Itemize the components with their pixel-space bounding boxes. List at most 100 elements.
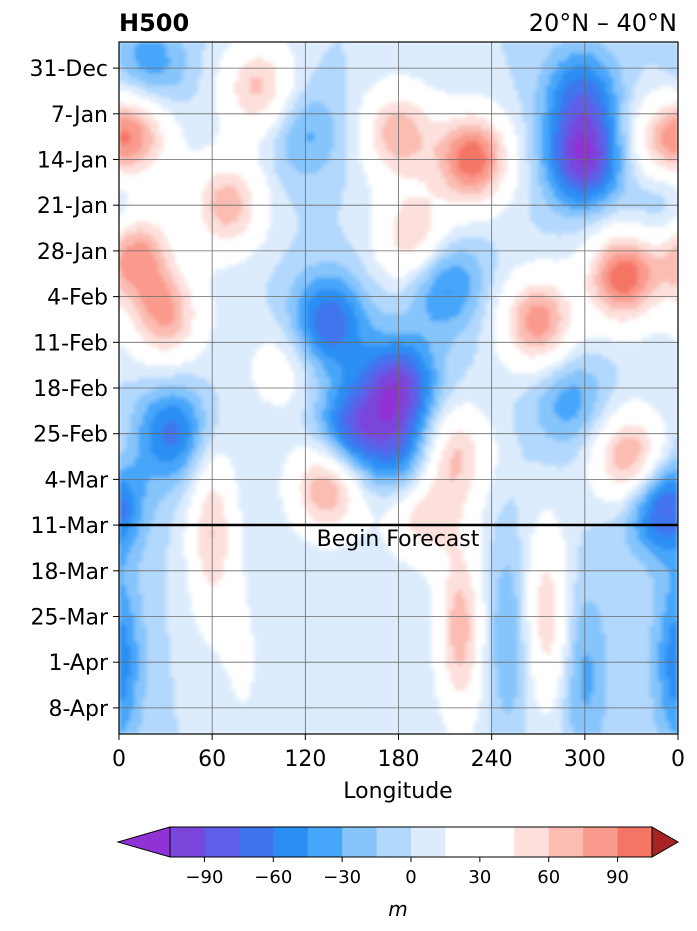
contour-cell (202, 69, 208, 75)
contour-cell (262, 81, 268, 87)
contour-cell (174, 45, 180, 51)
contour-cell (150, 57, 156, 63)
contour-cell (585, 97, 591, 103)
contour-cell (665, 69, 671, 75)
contour-cell (505, 89, 511, 95)
contour-cell (326, 109, 332, 115)
contour-cell (665, 113, 671, 119)
contour-cell (413, 53, 419, 59)
contour-cell (497, 45, 503, 51)
contour-cell (126, 81, 132, 87)
contour-cell (182, 85, 188, 91)
contour-cell (130, 57, 136, 63)
contour-cell (178, 109, 184, 115)
contour-cell (617, 85, 623, 91)
contour-cell (653, 45, 659, 51)
contour-cell (386, 113, 392, 119)
contour-cell (409, 73, 415, 79)
contour-cell (629, 49, 635, 55)
contour-cell (186, 73, 192, 79)
contour-cell (166, 101, 172, 107)
contour-cell (134, 53, 140, 59)
contour-cell (250, 85, 256, 91)
contour-cell (318, 113, 324, 119)
contour-cell (326, 49, 332, 55)
contour-cell (605, 49, 611, 55)
contour-cell (346, 73, 352, 79)
contour-cell (138, 93, 144, 99)
contour-cell (222, 42, 228, 47)
contour-cell (409, 105, 415, 111)
contour-cell (350, 81, 356, 87)
contour-cell (350, 97, 356, 103)
contour-cell (597, 81, 603, 87)
contour-cell (445, 57, 451, 63)
contour-cell (573, 61, 579, 67)
contour-cell (306, 45, 312, 51)
contour-cell (529, 113, 535, 119)
contour-cell (421, 73, 427, 79)
contour-cell (669, 73, 675, 79)
contour-cell (513, 101, 519, 107)
contour-cell (346, 69, 352, 75)
contour-cell (549, 85, 555, 91)
contour-cell (537, 85, 543, 91)
contour-cell (130, 109, 136, 115)
contour-cell (629, 57, 635, 63)
contour-cell (378, 45, 384, 51)
contour-cell (557, 73, 563, 79)
contour-cell (306, 57, 312, 63)
contour-cell (473, 77, 479, 83)
contour-cell (354, 105, 360, 111)
contour-cell (262, 61, 268, 67)
contour-cell (649, 45, 655, 51)
contour-cell (350, 93, 356, 99)
contour-cell (585, 57, 591, 63)
contour-cell (362, 69, 368, 75)
contour-cell (493, 45, 499, 51)
contour-cell (421, 45, 427, 51)
contour-cell (334, 93, 340, 99)
contour-cell (150, 89, 156, 95)
contour-cell (310, 69, 316, 75)
contour-cell (593, 89, 599, 95)
contour-cell (354, 73, 360, 79)
contour-cell (146, 77, 152, 83)
contour-cell (134, 77, 140, 83)
contour-cell (278, 113, 284, 119)
contour-cell (461, 61, 467, 67)
contour-cell (597, 73, 603, 79)
contour-cell (405, 49, 411, 55)
contour-cell (473, 61, 479, 67)
contour-cell (178, 45, 184, 51)
contour-cell (394, 109, 399, 115)
contour-cell (585, 89, 591, 95)
contour-cell (126, 69, 132, 75)
contour-cell (613, 109, 619, 115)
contour-cell (262, 69, 268, 75)
contour-cell (601, 93, 607, 99)
contour-cell (162, 97, 168, 103)
contour-cell (541, 69, 547, 75)
contour-cell (150, 85, 156, 91)
contour-cell (489, 49, 495, 55)
contour-cell (497, 89, 503, 95)
contour-cell (214, 113, 220, 119)
contour-cell (322, 101, 328, 107)
contour-cell (401, 101, 407, 107)
contour-cell (174, 57, 180, 63)
contour-cell (469, 57, 475, 63)
contour-cell (465, 113, 471, 119)
contour-cell (461, 45, 467, 51)
contour-cell (338, 77, 344, 83)
contour-cell (322, 57, 328, 63)
contour-cell (433, 53, 439, 59)
contour-cell (342, 45, 348, 51)
contour-cell (182, 69, 188, 75)
contour-cell (150, 117, 156, 123)
contour-cell (525, 105, 531, 111)
contour-cell (505, 85, 511, 91)
contour-cell (386, 53, 392, 59)
contour-cell (146, 61, 152, 67)
contour-cell (509, 85, 515, 91)
